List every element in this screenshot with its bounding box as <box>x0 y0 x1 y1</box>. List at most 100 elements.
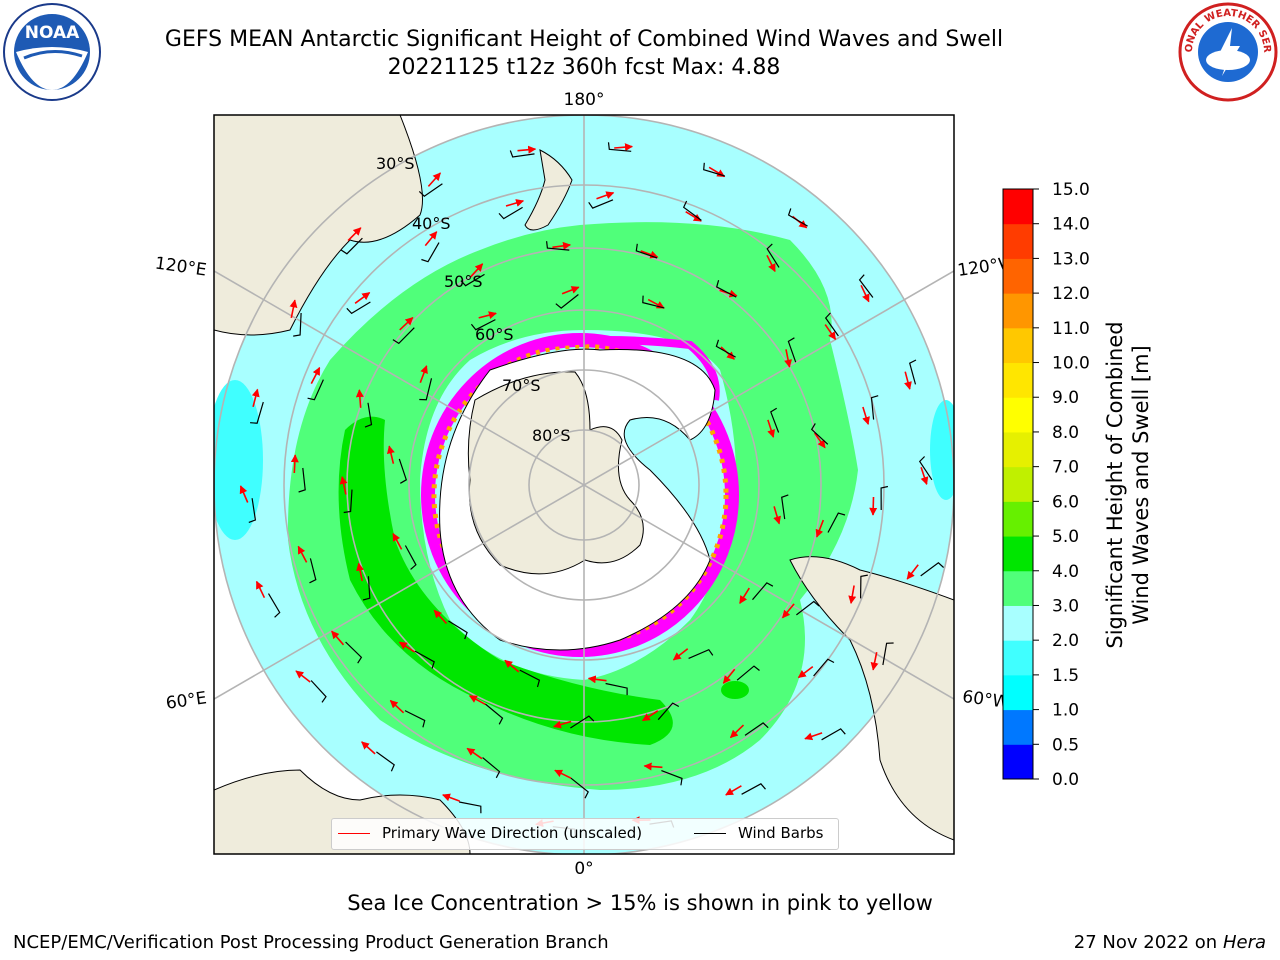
wave-arrow <box>813 432 826 449</box>
colorbar-label-line1: Significant Height of Combined <box>1103 321 1127 649</box>
wind-barb <box>688 648 714 659</box>
wave-arrow <box>354 291 371 304</box>
colorbar-segment <box>1003 536 1033 572</box>
wind-barb <box>362 576 371 601</box>
sea-ice-note: Sea Ice Concentration > 15% is shown in … <box>347 891 933 915</box>
colorbar-tick-label: 2.0 <box>1052 631 1079 651</box>
wave-arrow <box>643 762 663 771</box>
south-america-land <box>789 556 954 841</box>
wind-barb <box>657 702 680 721</box>
wave-arrow <box>310 366 321 384</box>
colorbar-tick-label: 6.0 <box>1052 492 1079 512</box>
wind-barb <box>448 620 468 640</box>
wave-band-4m <box>338 416 673 745</box>
wave-arrow <box>389 699 405 714</box>
wave-arrow <box>739 587 750 604</box>
wave-arrow <box>469 263 484 278</box>
wave-arrow <box>392 532 403 550</box>
wind-barb <box>588 199 614 209</box>
sea-ice-ross <box>539 336 720 401</box>
wave-arrow <box>504 659 520 673</box>
wave-arrow <box>339 476 348 495</box>
wave-arrow <box>729 724 745 739</box>
wave-arrow <box>289 299 298 319</box>
colorbar-tick-label: 0.0 <box>1052 770 1079 790</box>
legend: Primary Wave Direction (unscaled) Wind B… <box>331 818 839 850</box>
footer-host: Hera <box>1222 932 1266 953</box>
wave-arrow <box>781 603 795 619</box>
wave-arrow <box>725 785 742 796</box>
wind-barb <box>682 200 702 221</box>
wave-arrow <box>331 630 345 646</box>
low-wave-patch <box>214 380 263 540</box>
wind-barb <box>661 770 683 786</box>
wind-barb <box>519 669 541 688</box>
wave-arrow <box>804 732 823 741</box>
wind-barb <box>498 206 523 220</box>
wave-arrow <box>552 241 571 250</box>
wave-arrow <box>815 519 825 538</box>
wave-arrow <box>773 506 782 525</box>
wind-barb <box>343 489 353 514</box>
wind-barb <box>421 242 440 263</box>
wave-direction-arrows <box>239 143 929 828</box>
wind-barb <box>307 379 324 401</box>
wave-arrow <box>587 675 607 684</box>
colorbar-segment <box>1003 189 1033 225</box>
wave-arrow <box>433 609 448 625</box>
legend-wave-label: Primary Wave Direction (unscaled) <box>382 824 643 842</box>
wind-barb <box>752 582 774 601</box>
wave-arrow <box>424 231 438 247</box>
wind-barb <box>781 494 789 520</box>
wave-arrow <box>906 564 919 580</box>
lat-label-50s: 50°S <box>444 272 483 291</box>
wind-barb <box>827 512 846 533</box>
lat-label-60s: 60°S <box>475 325 514 344</box>
colorbar-segment <box>1003 293 1033 329</box>
legend-item-wind-barbs: Wind Barbs <box>694 824 823 842</box>
wave-arrow <box>640 250 659 259</box>
colorbar-tick-label: 0.5 <box>1052 735 1079 755</box>
colorbar-frame <box>1002 188 1034 780</box>
wind-barb <box>376 751 395 772</box>
wave-arrow <box>255 580 266 599</box>
wave-arrow <box>399 317 414 331</box>
lon-label-180: 180° <box>564 90 605 110</box>
wave-band-4m-patch <box>721 681 749 699</box>
wind-barb <box>880 485 889 511</box>
wave-arrow <box>356 562 364 582</box>
colorbar-segment <box>1003 431 1033 468</box>
footer-date-text: 27 Nov 2022 on <box>1073 932 1218 953</box>
wind-barb <box>796 600 820 616</box>
lat-label-30s: 30°S <box>376 154 415 173</box>
wind-barb <box>418 183 443 197</box>
legend-item-wave-direction: Primary Wave Direction (unscaled) <box>338 824 642 842</box>
new-zealand-land <box>524 149 573 231</box>
wind-barb <box>546 241 570 251</box>
colorbar-ticks: 0.0 0.5 1.0 1.5 2.0 3.0 4.0 5.0 6.0 7.0 8.0 9.0 10.0… <box>1033 180 1090 790</box>
legend-red-line <box>338 832 370 834</box>
wind-barb <box>267 593 281 618</box>
colorbar-segment <box>1003 674 1033 711</box>
wind-barb <box>736 665 760 681</box>
chart-subtitle: 20221125 t12z 360h fcst Max: 4.88 <box>387 55 781 80</box>
colorbar-label-line2: Wind Waves and Swell [m] <box>1129 345 1153 625</box>
colorbar-segment <box>1003 258 1033 294</box>
wave-arrow <box>442 793 460 802</box>
wind-barb <box>404 545 417 570</box>
colorbar-segment <box>1003 744 1033 780</box>
wind-barb <box>787 337 797 363</box>
lon-label-60e: 60°E <box>165 688 208 713</box>
colorbar-segment <box>1003 709 1033 745</box>
wind-barb <box>821 728 846 741</box>
lon-label-120e: 120°E <box>154 254 208 281</box>
wave-arrow <box>398 641 416 653</box>
wind-barb <box>605 682 628 696</box>
wave-arrow <box>904 371 912 390</box>
wind-barb <box>346 301 371 315</box>
wind-barb <box>570 777 589 799</box>
wind-barb <box>482 757 501 779</box>
wave-arrow <box>239 485 249 503</box>
colorbar-tick-label: 1.5 <box>1052 666 1079 686</box>
lat-label-70s: 70°S <box>502 376 541 395</box>
